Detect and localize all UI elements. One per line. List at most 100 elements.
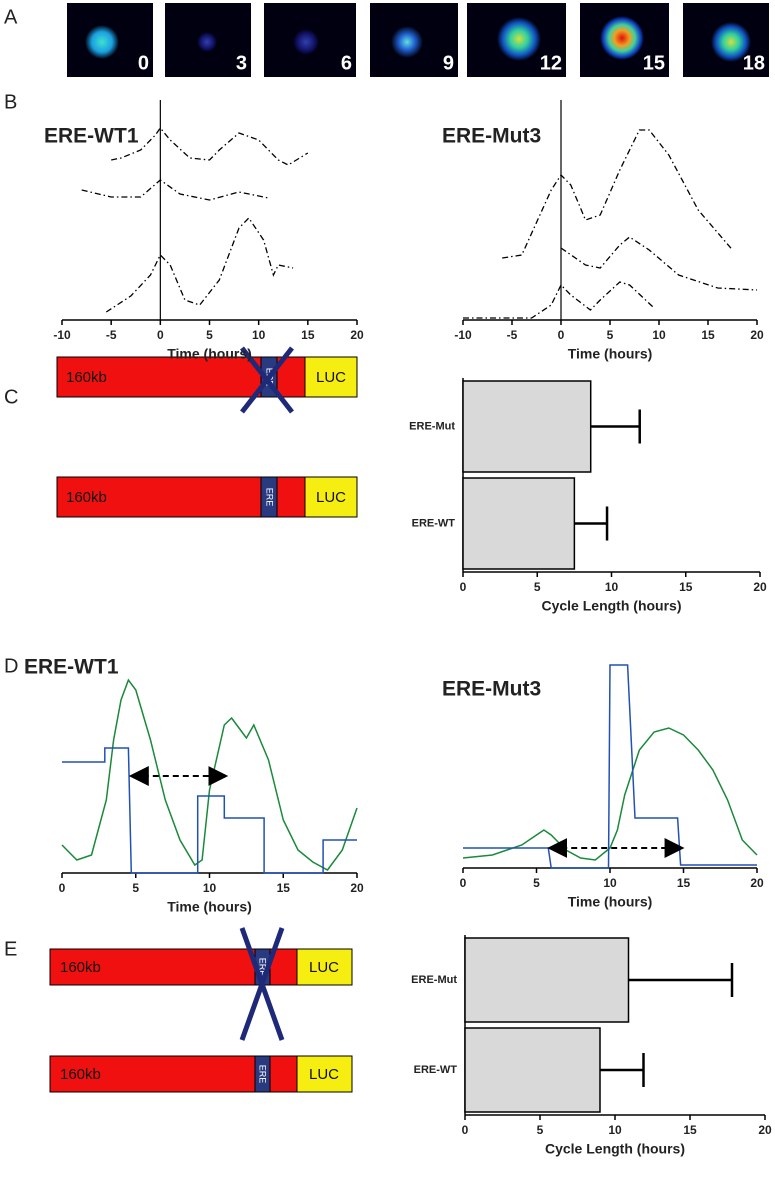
x-tick-label: 10 — [605, 580, 619, 594]
ere-box — [260, 476, 278, 518]
category-label: ERE-WT — [412, 517, 456, 529]
panel-label: A — [4, 6, 18, 28]
panel-label: E — [4, 938, 17, 960]
x-tick-label: 5 — [132, 881, 139, 895]
construct-wt: ERE 160kb LUC — [49, 1055, 353, 1093]
x-axis-label: Time (hours) — [167, 346, 252, 362]
reporter — [296, 948, 353, 986]
reporter-label: LUC — [309, 959, 339, 976]
construct-mut: ERE 160kb LUC — [49, 927, 353, 1041]
x-tick-label: 20 — [758, 1123, 772, 1137]
time-label: 12 — [540, 52, 562, 74]
chart-title: ERE-WT1 — [24, 656, 119, 679]
time-label: 15 — [643, 52, 665, 74]
x-tick-label: 10 — [652, 328, 666, 342]
panel-label: C — [4, 386, 18, 408]
x-tick-label: 20 — [750, 876, 764, 890]
x-tick-label: 15 — [677, 876, 691, 890]
blob — [197, 32, 217, 52]
reporter — [304, 476, 358, 518]
reporter — [296, 1055, 353, 1093]
image-strip: 0 3 6 9 12 15 18 — [67, 3, 769, 77]
x-tick-label: 5 — [533, 876, 540, 890]
x-tick-label: 20 — [350, 881, 364, 895]
time-label: 3 — [236, 52, 247, 74]
reporter-label: LUC — [309, 1066, 339, 1083]
x-tick-label: 10 — [203, 881, 217, 895]
category-label: ERE-Mut — [411, 974, 457, 986]
x-tick-label: 5 — [537, 1123, 544, 1137]
bar — [462, 477, 576, 570]
x-axis-label: Cycle Length (hours) — [545, 1141, 685, 1157]
x-tick-label: 0 — [460, 876, 467, 890]
time-label: 6 — [341, 52, 352, 74]
x-tick-label: 5 — [534, 580, 541, 594]
series-line — [463, 281, 655, 319]
time-label: 18 — [743, 52, 765, 74]
construct-mut: ERE 160kb LUC — [56, 346, 358, 414]
series-line — [105, 216, 294, 313]
x-tick-label: -5 — [507, 328, 518, 342]
x-tick-label: 0 — [462, 1123, 469, 1137]
blob — [497, 17, 541, 61]
category-label: ERE-WT — [414, 1064, 458, 1076]
blob — [391, 26, 423, 58]
ere-label: ERE — [265, 488, 275, 507]
reporter-label: LUC — [316, 489, 346, 506]
size-label: 160kb — [66, 369, 107, 386]
series-line — [462, 727, 758, 861]
x-tick-label: 20 — [750, 328, 764, 342]
x-tick-label: 10 — [603, 876, 617, 890]
time-label: 9 — [443, 52, 454, 74]
x-tick-label: 15 — [683, 1123, 697, 1137]
x-tick-label: 0 — [558, 328, 565, 342]
chart-title: ERE-Mut3 — [442, 678, 541, 701]
bar — [462, 380, 592, 473]
panel-label: B — [4, 91, 17, 113]
x-tick-label: 15 — [301, 328, 315, 342]
category-label: ERE-Mut — [409, 420, 455, 432]
x-tick-label: 15 — [679, 580, 693, 594]
chart-title: ERE-Mut3 — [442, 125, 541, 148]
blob — [711, 22, 751, 62]
series-line — [61, 678, 358, 871]
series-line — [62, 747, 357, 874]
x-axis-label: Cycle Length (hours) — [541, 598, 681, 614]
construct-wt: ERE 160kb LUC — [56, 476, 358, 518]
x-tick-label: 20 — [350, 328, 364, 342]
chart-title: ERE-WT1 — [44, 125, 139, 148]
series-line — [111, 126, 309, 166]
series-line — [560, 236, 758, 291]
size-label: 160kb — [60, 959, 101, 976]
x-tick-label: -10 — [454, 328, 472, 342]
reporter-label: LUC — [316, 369, 346, 386]
series-line — [81, 179, 269, 201]
reporter — [304, 356, 358, 398]
ere-label: ERE — [258, 1065, 268, 1084]
x-tick-label: -10 — [53, 328, 71, 342]
x-tick-label: 5 — [206, 328, 213, 342]
x-tick-label: 0 — [460, 580, 467, 594]
cross — [240, 346, 294, 414]
blob — [600, 16, 644, 60]
x-tick-label: 15 — [277, 881, 291, 895]
ere-box — [254, 1055, 271, 1093]
blob — [85, 25, 119, 59]
x-tick-label: 10 — [252, 328, 266, 342]
ere-label: ERE — [258, 958, 268, 977]
x-axis-label: Time (hours) — [568, 346, 653, 362]
x-axis-label: Time (hours) — [167, 899, 252, 915]
x-tick-label: 15 — [701, 328, 715, 342]
cross — [239, 927, 285, 1041]
panel-label: D — [4, 655, 18, 677]
series-line — [502, 129, 733, 259]
size-label: 160kb — [66, 489, 107, 506]
x-tick-label: 5 — [607, 328, 614, 342]
x-tick-label: 0 — [157, 328, 164, 342]
size-label: 160kb — [60, 1066, 101, 1083]
time-label: 0 — [138, 52, 149, 74]
x-tick-label: -5 — [106, 328, 117, 342]
x-axis-label: Time (hours) — [568, 894, 653, 910]
bar — [464, 937, 630, 1023]
